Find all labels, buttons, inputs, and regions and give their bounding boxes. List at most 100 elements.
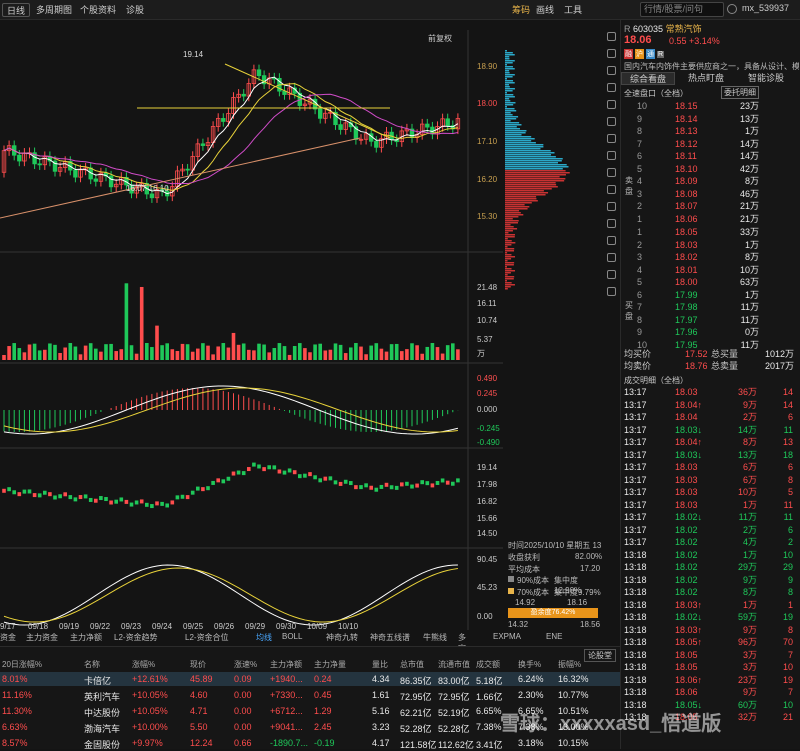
profile-bar — [505, 258, 512, 260]
volume-bar — [415, 345, 419, 360]
order-row[interactable]: 8 17.97 11万 — [637, 314, 759, 325]
ma-candle — [241, 471, 246, 476]
order-row[interactable]: 3 18.08 46万 — [637, 188, 759, 199]
adjust-mode[interactable]: 前复权 — [428, 34, 452, 43]
stock-name-cell[interactable]: 中达股份 — [84, 708, 121, 718]
c90-swatch — [508, 576, 514, 582]
magnet-icon[interactable] — [607, 202, 616, 211]
diagnose-button[interactable]: 诊股 — [126, 5, 145, 15]
table-header[interactable]: 现价 — [190, 660, 206, 669]
indicator-tab[interactable]: 均线 — [256, 633, 272, 642]
order-row[interactable]: 9 18.14 13万 — [637, 113, 759, 124]
ma-candle — [359, 485, 363, 490]
indicator-tab[interactable]: L2-资金趋势 — [114, 633, 158, 642]
order-row[interactable]: 6 17.99 1万 — [637, 289, 759, 300]
order-row[interactable]: 7 18.12 14万 — [637, 138, 759, 149]
multi-period-button[interactable]: 多周期图 — [36, 5, 73, 15]
order-row[interactable]: 5 18.10 42万 — [637, 163, 759, 174]
indicator-tab[interactable]: L2-资金合位 — [185, 633, 229, 642]
indicator-tab[interactable]: ENE — [546, 632, 563, 641]
order-row[interactable]: 1 18.06 21万 — [637, 213, 759, 224]
fork-icon[interactable] — [607, 185, 616, 194]
order-row[interactable]: 2 18.03 1万 — [637, 239, 759, 250]
indicator-tab[interactable]: 资金 — [0, 633, 16, 642]
table-header[interactable]: 主力净量 — [314, 660, 346, 669]
search-input[interactable]: 行情/股票/问句 — [640, 2, 724, 17]
volume-axis-label: 10.74 — [477, 316, 498, 325]
stock-name-cell[interactable]: 卡倍亿 — [84, 676, 112, 686]
candle-body — [52, 160, 58, 172]
table-header[interactable]: 流通市值 — [438, 660, 470, 669]
indicator-tab[interactable]: BOLL — [282, 632, 303, 641]
measure-icon[interactable] — [607, 168, 616, 177]
table-header[interactable]: 主力净额 — [270, 660, 302, 669]
table-header[interactable]: 涨幅% — [132, 660, 156, 669]
table-header[interactable]: 涨速% — [234, 660, 258, 669]
order-row[interactable]: 2 18.07 21万 — [637, 201, 759, 211]
user-name[interactable]: mx_539937 — [742, 3, 790, 13]
trash-icon[interactable] — [607, 236, 616, 245]
stock-info-button[interactable]: 个股资料 — [80, 5, 117, 15]
indicator-tab[interactable]: 主力净额 — [70, 633, 102, 642]
search-icon[interactable] — [727, 4, 737, 14]
rect-icon[interactable] — [607, 100, 616, 109]
ma-candle — [333, 480, 338, 485]
stock-name-cell[interactable]: 英利汽车 — [84, 692, 121, 702]
text-icon[interactable] — [607, 134, 616, 143]
profile-bar — [505, 154, 552, 156]
order-row[interactable]: 4 18.01 10万 — [637, 264, 759, 275]
pin-icon[interactable] — [607, 32, 616, 41]
indicator-tab[interactable]: EXPMA — [493, 632, 522, 641]
chips-button[interactable]: 筹码 — [512, 5, 531, 15]
volume-bar — [139, 286, 144, 360]
tab-hot[interactable]: 热点盯盘 — [687, 73, 724, 83]
order-row[interactable]: 10 18.15 23万 — [637, 101, 759, 111]
order-row[interactable]: 10 17.95 11万 — [637, 339, 759, 350]
line-icon[interactable] — [607, 66, 616, 75]
tab-diagnose[interactable]: 智能诊股 — [747, 73, 784, 83]
draw-icon[interactable] — [607, 49, 616, 58]
kline-chart-area[interactable] — [0, 30, 503, 646]
table-header[interactable]: 量比 — [372, 660, 388, 669]
pen-icon[interactable] — [607, 219, 616, 228]
c90-label: 90%成本 — [517, 576, 550, 585]
order-row[interactable]: 5 18.00 63万 — [637, 277, 759, 287]
table-header[interactable]: 成交额 — [476, 660, 500, 669]
volume-bar — [165, 343, 169, 360]
angle-icon[interactable] — [607, 117, 616, 126]
table-header[interactable]: 总市值 — [400, 660, 424, 669]
lock-icon[interactable] — [607, 270, 616, 279]
table-header[interactable]: 名称 — [84, 660, 100, 669]
indicator-tab[interactable]: 神奇五线谱 — [370, 633, 410, 642]
table-header[interactable]: 振幅% — [558, 660, 582, 669]
stock-desc: 国内汽车内饰件主要供应商之一，具备从设计、模具到模块化 — [624, 62, 799, 71]
help-icon[interactable] — [607, 287, 616, 296]
discuss-button[interactable]: 论股堂 — [584, 649, 616, 662]
tab-overview[interactable]: 综合看盘 — [621, 72, 675, 85]
indicator-tab[interactable]: 牛熊线 — [423, 633, 447, 642]
date-label: 10/09 — [307, 622, 328, 631]
order-row[interactable]: 6 18.11 14万 — [637, 151, 759, 161]
avg-cost-value: 17.20 — [580, 564, 601, 573]
ruler-icon[interactable] — [607, 151, 616, 160]
volume-bar — [241, 343, 246, 360]
order-row[interactable]: 9 17.96 0万 — [637, 327, 759, 337]
stock-name-cell[interactable]: 金固股份 — [84, 740, 121, 750]
eye-icon[interactable] — [607, 253, 616, 262]
order-row[interactable]: 3 18.02 8万 — [637, 252, 759, 262]
stock-name-cell[interactable]: 渤海汽车 — [84, 724, 121, 734]
cursor-icon[interactable] — [607, 83, 616, 92]
order-row[interactable]: 7 17.98 11万 — [637, 302, 759, 312]
order-row[interactable]: 4 18.09 8万 — [637, 176, 759, 186]
table-header[interactable]: 20日涨幅% — [2, 660, 43, 669]
order-row[interactable]: 8 18.13 1万 — [637, 126, 759, 136]
tools-button[interactable]: 工具 — [564, 5, 583, 15]
table-header[interactable]: 换手% — [518, 660, 542, 669]
indicator-tab[interactable]: 神奇九转 — [326, 633, 358, 642]
period-day-button[interactable]: 日线 — [2, 3, 31, 17]
indicator-tab[interactable]: 主力资金 — [26, 633, 58, 642]
draw-line-button[interactable]: 画线 — [536, 5, 555, 15]
order-row[interactable]: 1 18.05 33万 — [637, 227, 759, 237]
volume-bar — [160, 345, 164, 360]
entrust-detail-button[interactable]: 委托明细 — [721, 86, 759, 99]
